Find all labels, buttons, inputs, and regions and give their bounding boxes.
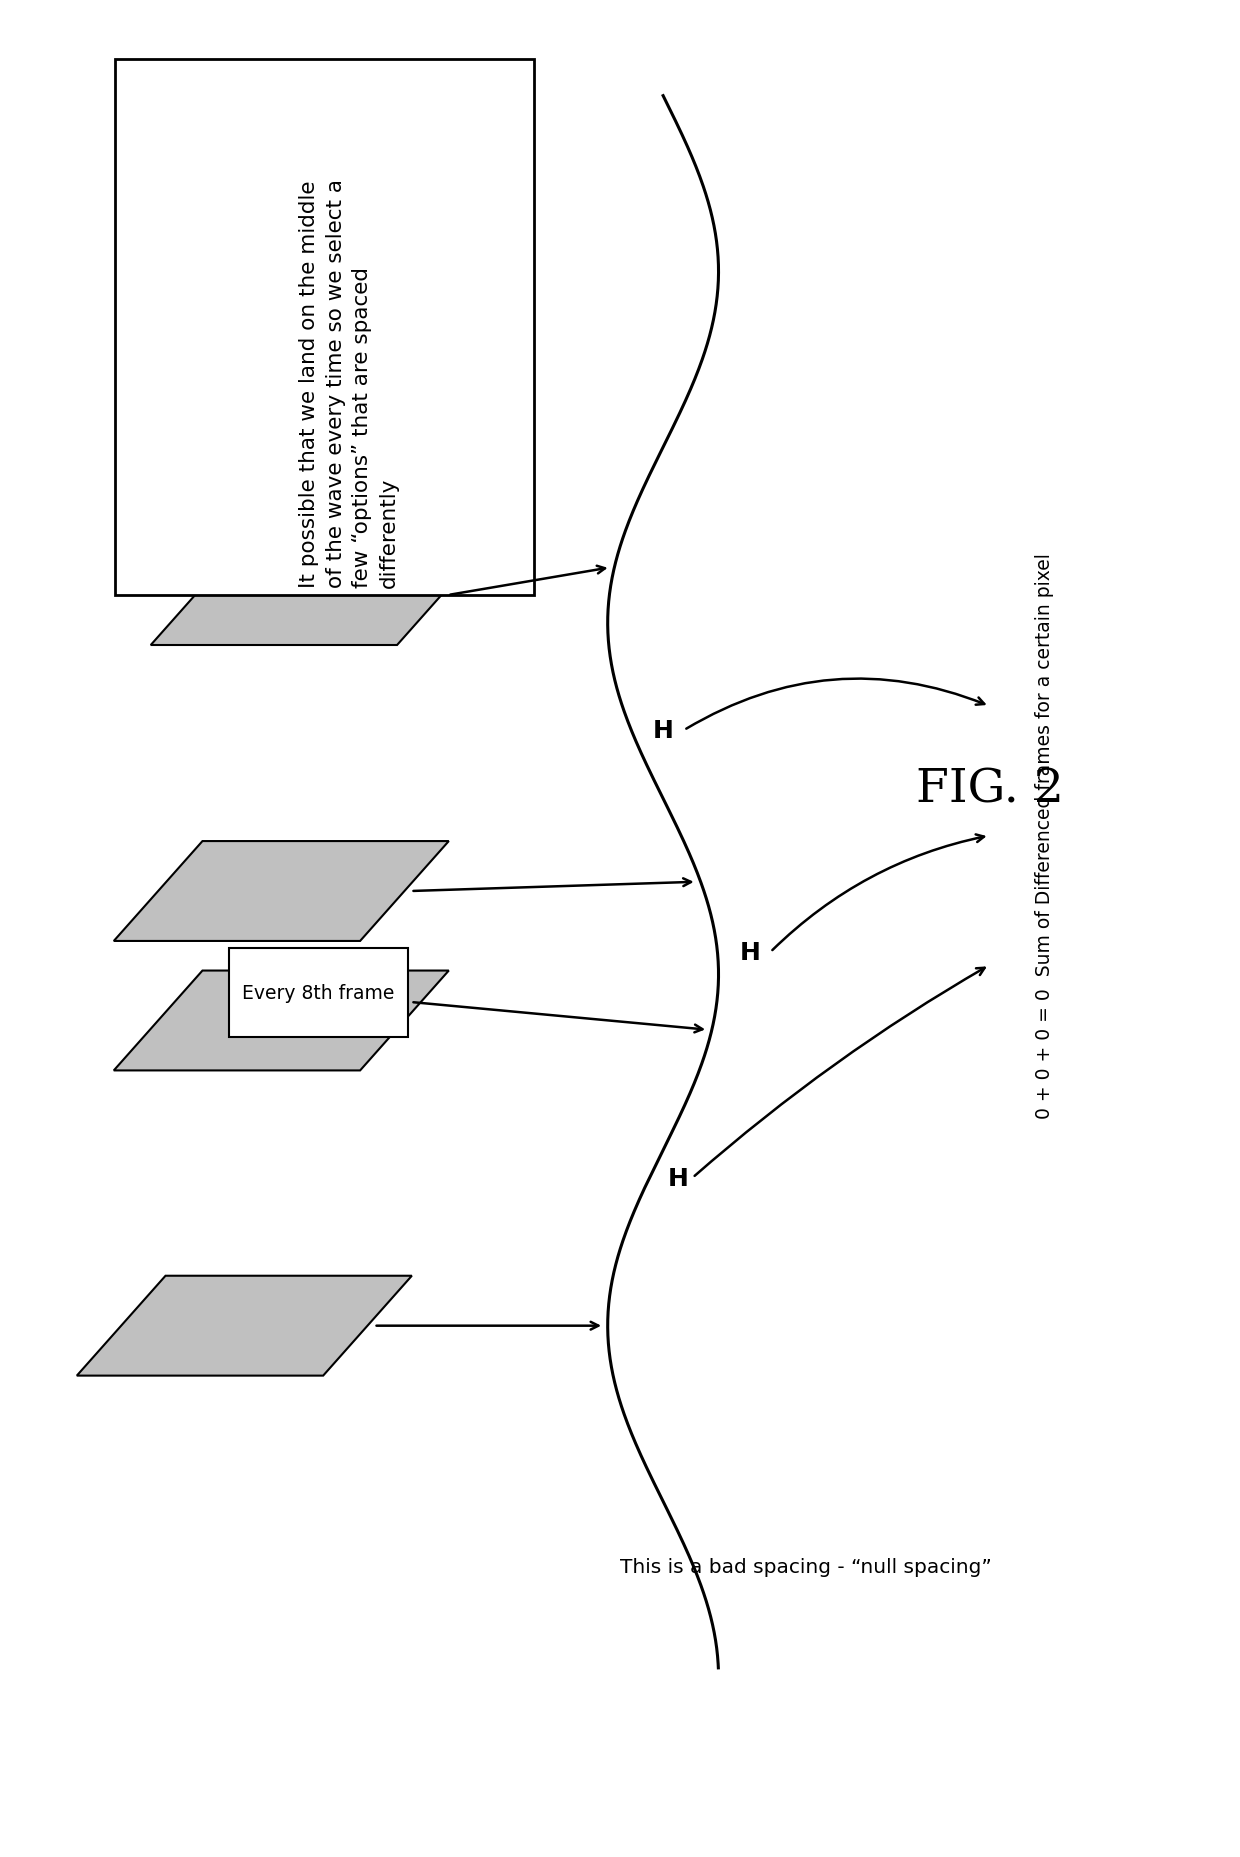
Text: H: H	[739, 940, 760, 964]
Text: This is a bad spacing - “null spacing”: This is a bad spacing - “null spacing”	[620, 1556, 992, 1577]
Bar	[115, 59, 533, 596]
Polygon shape	[151, 546, 486, 646]
Text: It possible that we land on the middle
of the wave every time so we select a
few: It possible that we land on the middle o…	[299, 178, 398, 587]
Text: Every 8th frame: Every 8th frame	[242, 984, 394, 1003]
Text: 0 + 0 + 0 = 0  Sum of Differenced frames for a certain pixel: 0 + 0 + 0 = 0 Sum of Differenced frames …	[1035, 553, 1054, 1120]
Polygon shape	[114, 841, 449, 941]
Text: H: H	[668, 1166, 688, 1190]
Polygon shape	[77, 1276, 412, 1376]
Text: FIG. 2: FIG. 2	[915, 767, 1064, 813]
Polygon shape	[114, 971, 449, 1071]
Bar	[229, 949, 408, 1038]
Text: H: H	[653, 719, 675, 743]
